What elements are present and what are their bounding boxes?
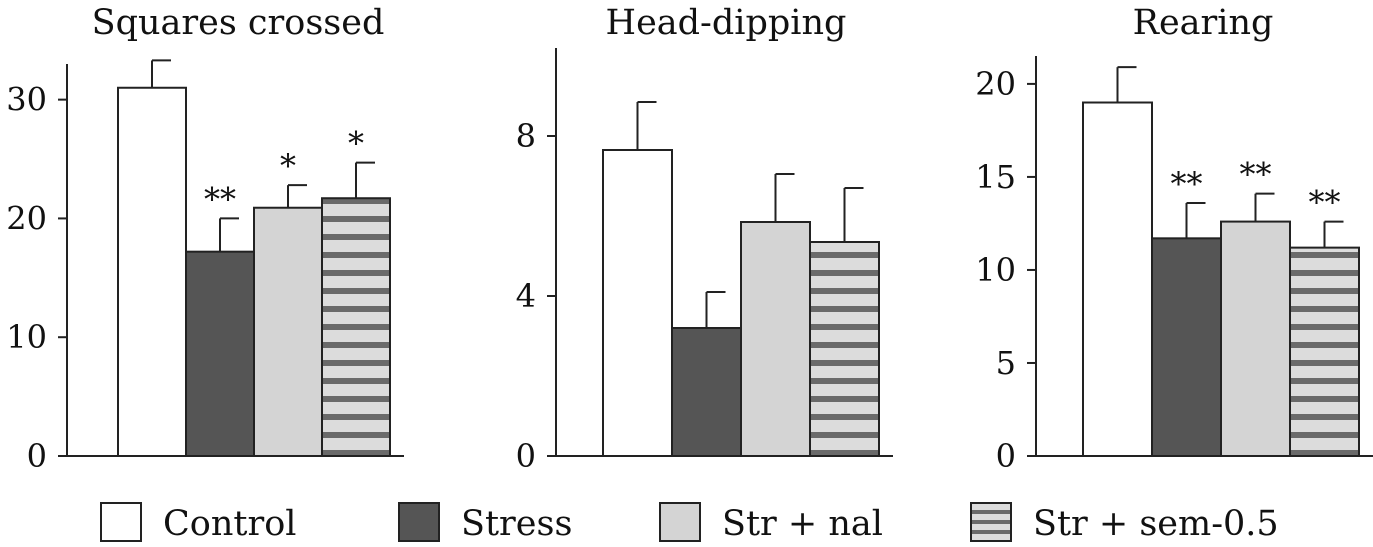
bar	[1151, 237, 1222, 457]
bar	[740, 221, 811, 457]
bar	[602, 149, 673, 457]
bar	[809, 241, 880, 457]
legend-swatch	[659, 502, 701, 542]
legend-swatch	[970, 502, 1012, 542]
legend-item: Control	[100, 502, 296, 544]
legend-label: Str + sem-0.5	[1033, 504, 1279, 544]
chart-title: Head-dipping	[606, 3, 847, 43]
y-tick-label: 30	[6, 81, 47, 119]
bar	[253, 206, 323, 457]
significance-label: **	[204, 180, 236, 218]
legend-item: Str + nal	[659, 502, 883, 544]
y-tick-label: 8	[516, 117, 536, 155]
significance-label: **	[1309, 184, 1341, 222]
legend-swatch	[100, 502, 142, 542]
legend-item: Str + sem-0.5	[970, 502, 1279, 544]
y-tick-label: 20	[6, 199, 47, 237]
y-tick-label: 0	[996, 437, 1016, 475]
y-tick-label: 10	[975, 251, 1016, 289]
y-tick-label: 0	[27, 437, 47, 475]
legend-swatch	[398, 502, 440, 542]
significance-label: **	[1171, 165, 1203, 203]
y-tick-label: 20	[975, 65, 1016, 103]
chart-panels: Squares crossed0102030****Head-dipping04…	[6, 3, 1373, 475]
bar	[321, 197, 391, 457]
bar	[1289, 246, 1360, 457]
y-tick-label: 15	[975, 158, 1016, 196]
y-tick-label: 4	[516, 277, 536, 315]
bar	[117, 86, 187, 458]
legend-label: Stress	[461, 504, 572, 544]
bar	[671, 327, 742, 457]
chart-title: Rearing	[1133, 3, 1274, 43]
chart-panel: Head-dipping 0 4 8	[516, 3, 893, 475]
y-tick-label: 10	[6, 318, 47, 356]
significance-label: *	[348, 125, 364, 163]
bar	[1082, 101, 1153, 457]
y-tick-label: 0	[516, 437, 536, 475]
chart-title: Squares crossed	[92, 3, 385, 43]
bar	[1220, 220, 1291, 457]
bar	[185, 250, 255, 457]
significance-label: *	[280, 147, 296, 185]
y-tick-label: 5	[996, 344, 1016, 382]
legend-item: Stress	[398, 502, 572, 544]
legend-label: Str + nal	[722, 504, 883, 544]
significance-label: **	[1240, 156, 1272, 194]
legend: Control Stress Str + nal Str + sem-0.5	[100, 502, 1279, 544]
chart-panel: Rearing 0 5 10 15 20 ** ** **	[975, 3, 1373, 475]
legend-label: Control	[163, 504, 296, 544]
